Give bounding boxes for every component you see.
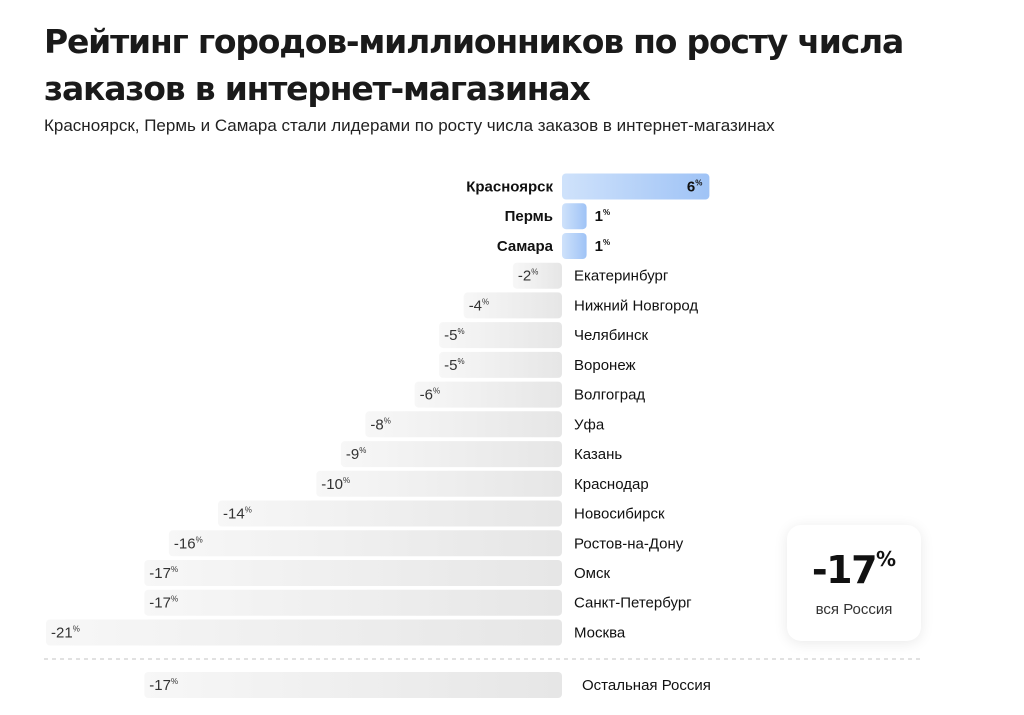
category-label: Ростов-на-Дону: [574, 535, 684, 552]
bar-15: [46, 619, 562, 646]
category-label: Самара: [497, 238, 554, 255]
bar-12: [168, 530, 562, 557]
category-label: Новосибирск: [574, 506, 665, 523]
bar-6: [439, 351, 562, 378]
category-label: Омск: [574, 565, 610, 582]
chart-subtitle: Красноярск, Пермь и Самара стали лидерам…: [44, 116, 775, 135]
category-label: Краснодар: [574, 476, 649, 493]
bar-7: [414, 381, 562, 408]
russia-summary-card: -17% вся Россия: [787, 525, 921, 641]
category-label: Москва: [574, 625, 626, 642]
bar-2: [562, 233, 587, 259]
bar-extra: [144, 672, 563, 698]
bar-5: [439, 322, 562, 349]
category-label: Воронеж: [574, 357, 636, 374]
category-label: Уфа: [574, 416, 605, 433]
value-label: -21%: [51, 625, 80, 642]
chart-title: Рейтинг городов-миллионников по росту чи…: [44, 22, 904, 108]
bar-9: [340, 441, 562, 468]
value-label: -17%: [149, 595, 178, 612]
value-label: 1%: [595, 238, 610, 255]
category-label: Екатеринбург: [574, 268, 669, 285]
category-label: Пермь: [505, 208, 553, 225]
bar-13: [144, 560, 563, 586]
category-label: Остальная Россия: [582, 677, 711, 694]
bar-10: [316, 470, 562, 497]
value-label: -17%: [149, 677, 178, 694]
bar-1: [562, 203, 587, 230]
value-label: -14%: [223, 506, 252, 523]
bar-14: [144, 589, 563, 616]
bar-8: [365, 411, 562, 438]
category-label: Нижний Новгород: [574, 297, 698, 314]
category-label: Челябинск: [574, 327, 648, 344]
category-label: Красноярск: [466, 179, 553, 196]
value-label: -17%: [149, 565, 178, 582]
value-label: -10%: [321, 476, 350, 493]
category-label: Санкт-Петербург: [574, 595, 692, 612]
bar-0: [562, 173, 710, 200]
summary-label: вся Россия: [815, 601, 893, 618]
bar-4: [463, 292, 562, 319]
category-label: Казань: [574, 446, 622, 463]
bar-11: [218, 500, 562, 527]
value-label: -16%: [174, 535, 203, 552]
bar-3: [512, 262, 562, 289]
value-label: 1%: [595, 208, 610, 225]
category-label: Волгоград: [574, 387, 645, 404]
summary-unit: %: [876, 547, 897, 571]
summary-value: -17: [811, 548, 878, 592]
